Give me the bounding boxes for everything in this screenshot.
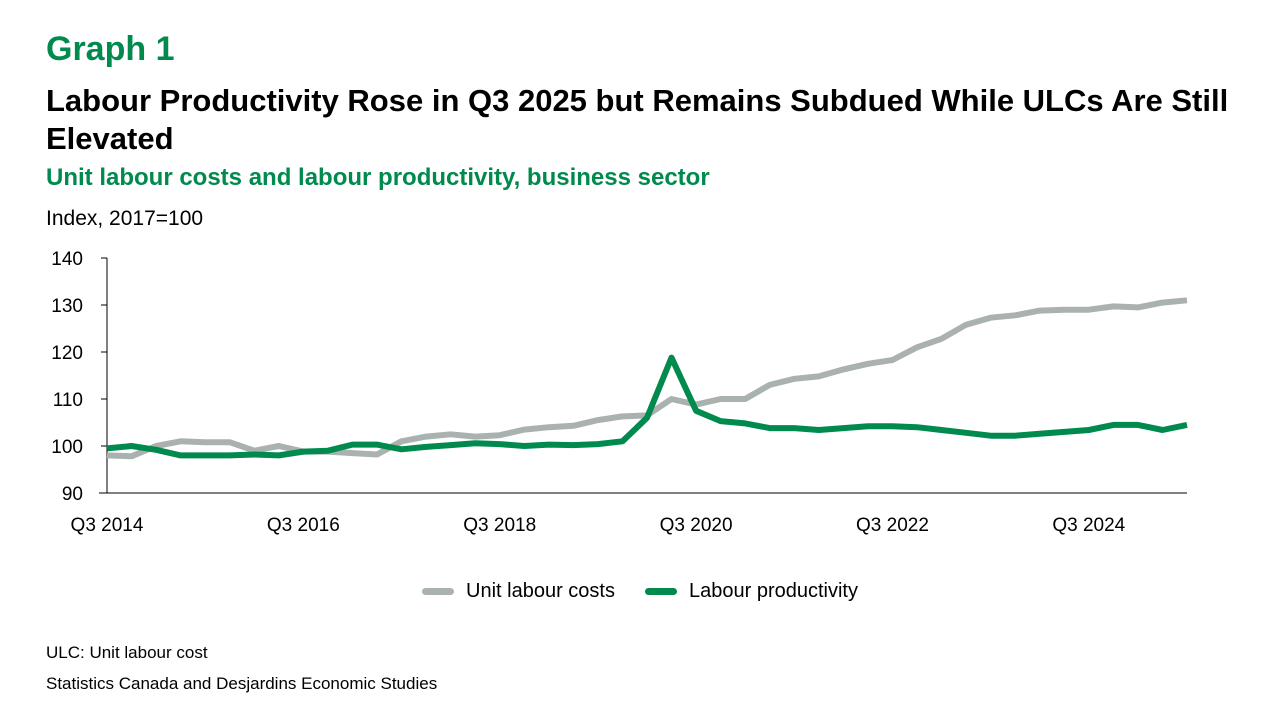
series-line-labour-productivity	[106, 354, 1188, 459]
x-tick-label: Q3 2018	[463, 515, 536, 536]
x-tick-label: Q3 2020	[660, 515, 733, 536]
x-tick-label: Q3 2022	[856, 515, 929, 536]
footnote: ULC: Unit labour cost	[46, 643, 208, 662]
chart-title: Labour Productivity Rose in Q3 2025 but …	[46, 83, 1229, 156]
legend-label-lp: Labour productivity	[688, 580, 858, 602]
x-tick-label: Q3 2016	[267, 515, 340, 536]
chart-subtitle: Unit labour costs and labour productivit…	[46, 164, 710, 191]
legend-item-lp: Labour productivity	[644, 580, 858, 603]
y-tick-label: 120	[51, 343, 83, 364]
legend-swatch-lp	[644, 588, 677, 595]
legend-swatch-ulc	[422, 588, 455, 595]
y-tick-label: 100	[51, 437, 83, 458]
y-tick-label: 130	[51, 296, 83, 317]
y-tick-label: 110	[53, 390, 83, 411]
x-tick-label: Q3 2024	[1052, 515, 1125, 536]
legend-label-ulc: Unit labour costs	[466, 580, 615, 602]
y-axis-unit-label: Index, 2017=100	[46, 207, 204, 230]
legend-item-ulc: Unit labour costs	[422, 580, 615, 603]
legend: Unit labour costs Labour productivity	[0, 580, 1280, 603]
y-tick-label: 90	[62, 484, 83, 505]
source: Statistics Canada and Desjardins Economi…	[46, 674, 438, 693]
line-chart: 90 100 110 120 130 140 Q3 2014 Q3 2016 Q3 2018 Q3…	[51, 249, 1188, 536]
graph-label: Graph 1	[46, 30, 175, 68]
y-tick-label: 140	[51, 249, 83, 270]
x-tick-label: Q3 2014	[71, 515, 144, 536]
